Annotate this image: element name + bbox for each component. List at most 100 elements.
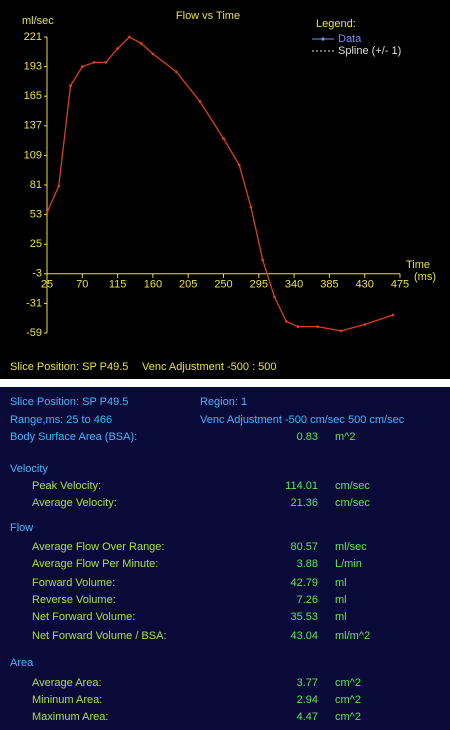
row-unit: cm^2 xyxy=(335,711,361,723)
bsa-label: Body Surface Area (BSA): xyxy=(10,431,137,443)
data-point xyxy=(391,313,395,317)
x-tick-label: 115 xyxy=(109,279,127,291)
row-value: 114.01 xyxy=(285,480,318,492)
data-point xyxy=(175,70,178,74)
x-tick-label: 430 xyxy=(356,279,374,291)
y-tick-label: 53 xyxy=(30,209,42,221)
data-point xyxy=(69,84,72,88)
row-label: Net Forward Volume: xyxy=(32,611,135,623)
x-tick-label: 250 xyxy=(214,279,232,291)
section-title: Flow xyxy=(10,522,33,534)
region: Region: 1 xyxy=(200,396,247,408)
x-tick-label: 475 xyxy=(391,279,409,291)
x-tick-label: 295 xyxy=(250,279,268,291)
y-label: ml/sec xyxy=(22,15,54,27)
data-point xyxy=(339,329,343,333)
legend-title: Legend: xyxy=(316,18,356,30)
row-label: Peak Velocity: xyxy=(32,480,101,492)
footer-venc: Venc Adjustment -500 : 500 xyxy=(142,361,277,373)
legend-label: Data xyxy=(338,33,362,45)
chart-title: Flow vs Time xyxy=(176,10,240,22)
row-unit: cm^2 xyxy=(335,677,361,689)
section-title: Velocity xyxy=(10,463,48,475)
row-value: 4.47 xyxy=(297,711,318,723)
y-tick-label: -59 xyxy=(26,327,42,339)
data-point xyxy=(104,60,108,64)
row-value: 3.88 xyxy=(297,558,318,570)
y-tick-label: -3 xyxy=(32,268,42,280)
legend-marker xyxy=(321,37,325,41)
row-unit: ml/sec xyxy=(335,541,367,553)
data-point xyxy=(273,295,276,299)
chart-panel xyxy=(0,0,450,379)
x-unit: (ms) xyxy=(414,271,436,283)
x-tick-label: 205 xyxy=(179,279,197,291)
bsa-value: 0.83 xyxy=(297,431,318,443)
row-unit: cm^2 xyxy=(335,694,361,706)
row-label: Average Area: xyxy=(32,677,102,689)
data-point xyxy=(127,35,131,39)
y-tick-label: 81 xyxy=(30,179,42,191)
row-unit: cm/sec xyxy=(335,497,370,509)
data-point xyxy=(363,323,367,326)
data-point xyxy=(237,163,241,167)
data-point xyxy=(80,65,84,68)
data-point xyxy=(198,100,202,103)
row-value: 35.53 xyxy=(290,611,318,623)
row-label: Mininum Area: xyxy=(32,694,102,706)
x-tick-label: 25 xyxy=(41,279,53,291)
data-point xyxy=(222,137,225,140)
data-point xyxy=(249,205,253,209)
x-tick-label: 385 xyxy=(320,279,338,291)
y-tick-label: 193 xyxy=(24,61,42,73)
data-point xyxy=(284,319,288,323)
data-point xyxy=(316,325,320,329)
row-unit: ml xyxy=(335,594,347,606)
row-label: Net Forward Volume / BSA: xyxy=(32,630,167,642)
row-value: 21.36 xyxy=(290,497,318,509)
row-label: Maximum Area: xyxy=(32,711,108,723)
row-value: 7.26 xyxy=(297,594,318,606)
range: Range,ms: 25 to 466 xyxy=(10,414,112,426)
y-tick-label: 25 xyxy=(30,238,42,250)
row-value: 3.77 xyxy=(297,677,318,689)
data-point xyxy=(57,184,61,188)
y-tick-label: 137 xyxy=(24,120,42,132)
row-unit: ml xyxy=(335,577,347,589)
section-title: Area xyxy=(10,657,34,669)
row-label: Reverse Volume: xyxy=(32,594,116,606)
y-tick-label: 109 xyxy=(24,149,42,161)
legend-label: Spline (+/- 1) xyxy=(338,45,401,57)
row-label: Forward Volume: xyxy=(32,577,115,589)
x-tick-label: 340 xyxy=(285,279,303,291)
footer-slice: Slice Position: SP P49.5 xyxy=(10,361,128,373)
row-unit: ml xyxy=(335,611,347,623)
row-value: 43.04 xyxy=(290,630,318,642)
row-unit: cm/sec xyxy=(335,480,370,492)
report-panel xyxy=(0,387,450,730)
x-tick-label: 160 xyxy=(144,279,162,291)
row-value: 80.57 xyxy=(290,541,318,553)
x-tick-label: 70 xyxy=(76,279,88,291)
data-point xyxy=(139,41,143,45)
venc: Venc Adjustment -500 cm/sec 500 cm/sec xyxy=(200,414,405,426)
x-label: Time xyxy=(406,259,430,271)
y-tick-label: 165 xyxy=(24,90,42,102)
row-value: 2.94 xyxy=(297,694,318,706)
data-point xyxy=(116,47,119,51)
data-point xyxy=(151,52,155,56)
row-label: Average Velocity: xyxy=(32,497,117,509)
row-label: Average Flow Over Range: xyxy=(32,541,164,553)
slice-position: Slice Position: SP P49.5 xyxy=(10,396,128,408)
row-value: 42.79 xyxy=(290,577,318,589)
data-point xyxy=(296,325,300,329)
bsa-unit: m^2 xyxy=(335,431,355,443)
row-label: Average Flow Per Minute: xyxy=(32,558,158,570)
data-point xyxy=(92,60,96,64)
row-unit: L/min xyxy=(335,558,362,570)
data-point xyxy=(45,211,49,214)
row-unit: ml/m^2 xyxy=(335,630,370,642)
y-tick-label: 221 xyxy=(24,31,42,43)
